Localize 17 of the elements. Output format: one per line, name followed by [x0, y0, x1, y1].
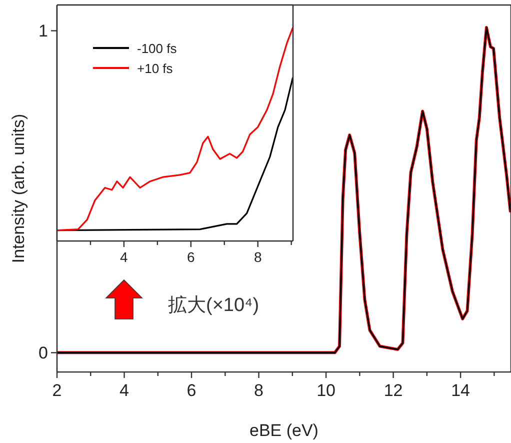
x-tick-label: 12: [384, 381, 403, 400]
y-tick-label: 0: [38, 344, 48, 363]
y-tick-label: 1: [38, 22, 48, 41]
x-tick-label: 8: [254, 249, 262, 265]
annotation: 拡大(×10⁴): [168, 295, 260, 316]
x-axis-title: eBE (eV): [250, 421, 318, 440]
x-tick-label: 6: [186, 381, 196, 400]
x-tick-label: 4: [120, 381, 129, 400]
x-tick-label: 2: [52, 381, 62, 400]
x-tick-label: 10: [316, 381, 336, 400]
legend-label: -100 fs: [137, 41, 178, 56]
x-tick-label: 6: [187, 249, 195, 265]
x-tick-label: 4: [120, 249, 128, 265]
x-tick-label: 14: [451, 381, 470, 400]
x-tick-label: 8: [254, 381, 264, 400]
legend-label: +10 fs: [137, 61, 174, 76]
y-axis-title: Intensity (arb. units): [9, 114, 28, 264]
